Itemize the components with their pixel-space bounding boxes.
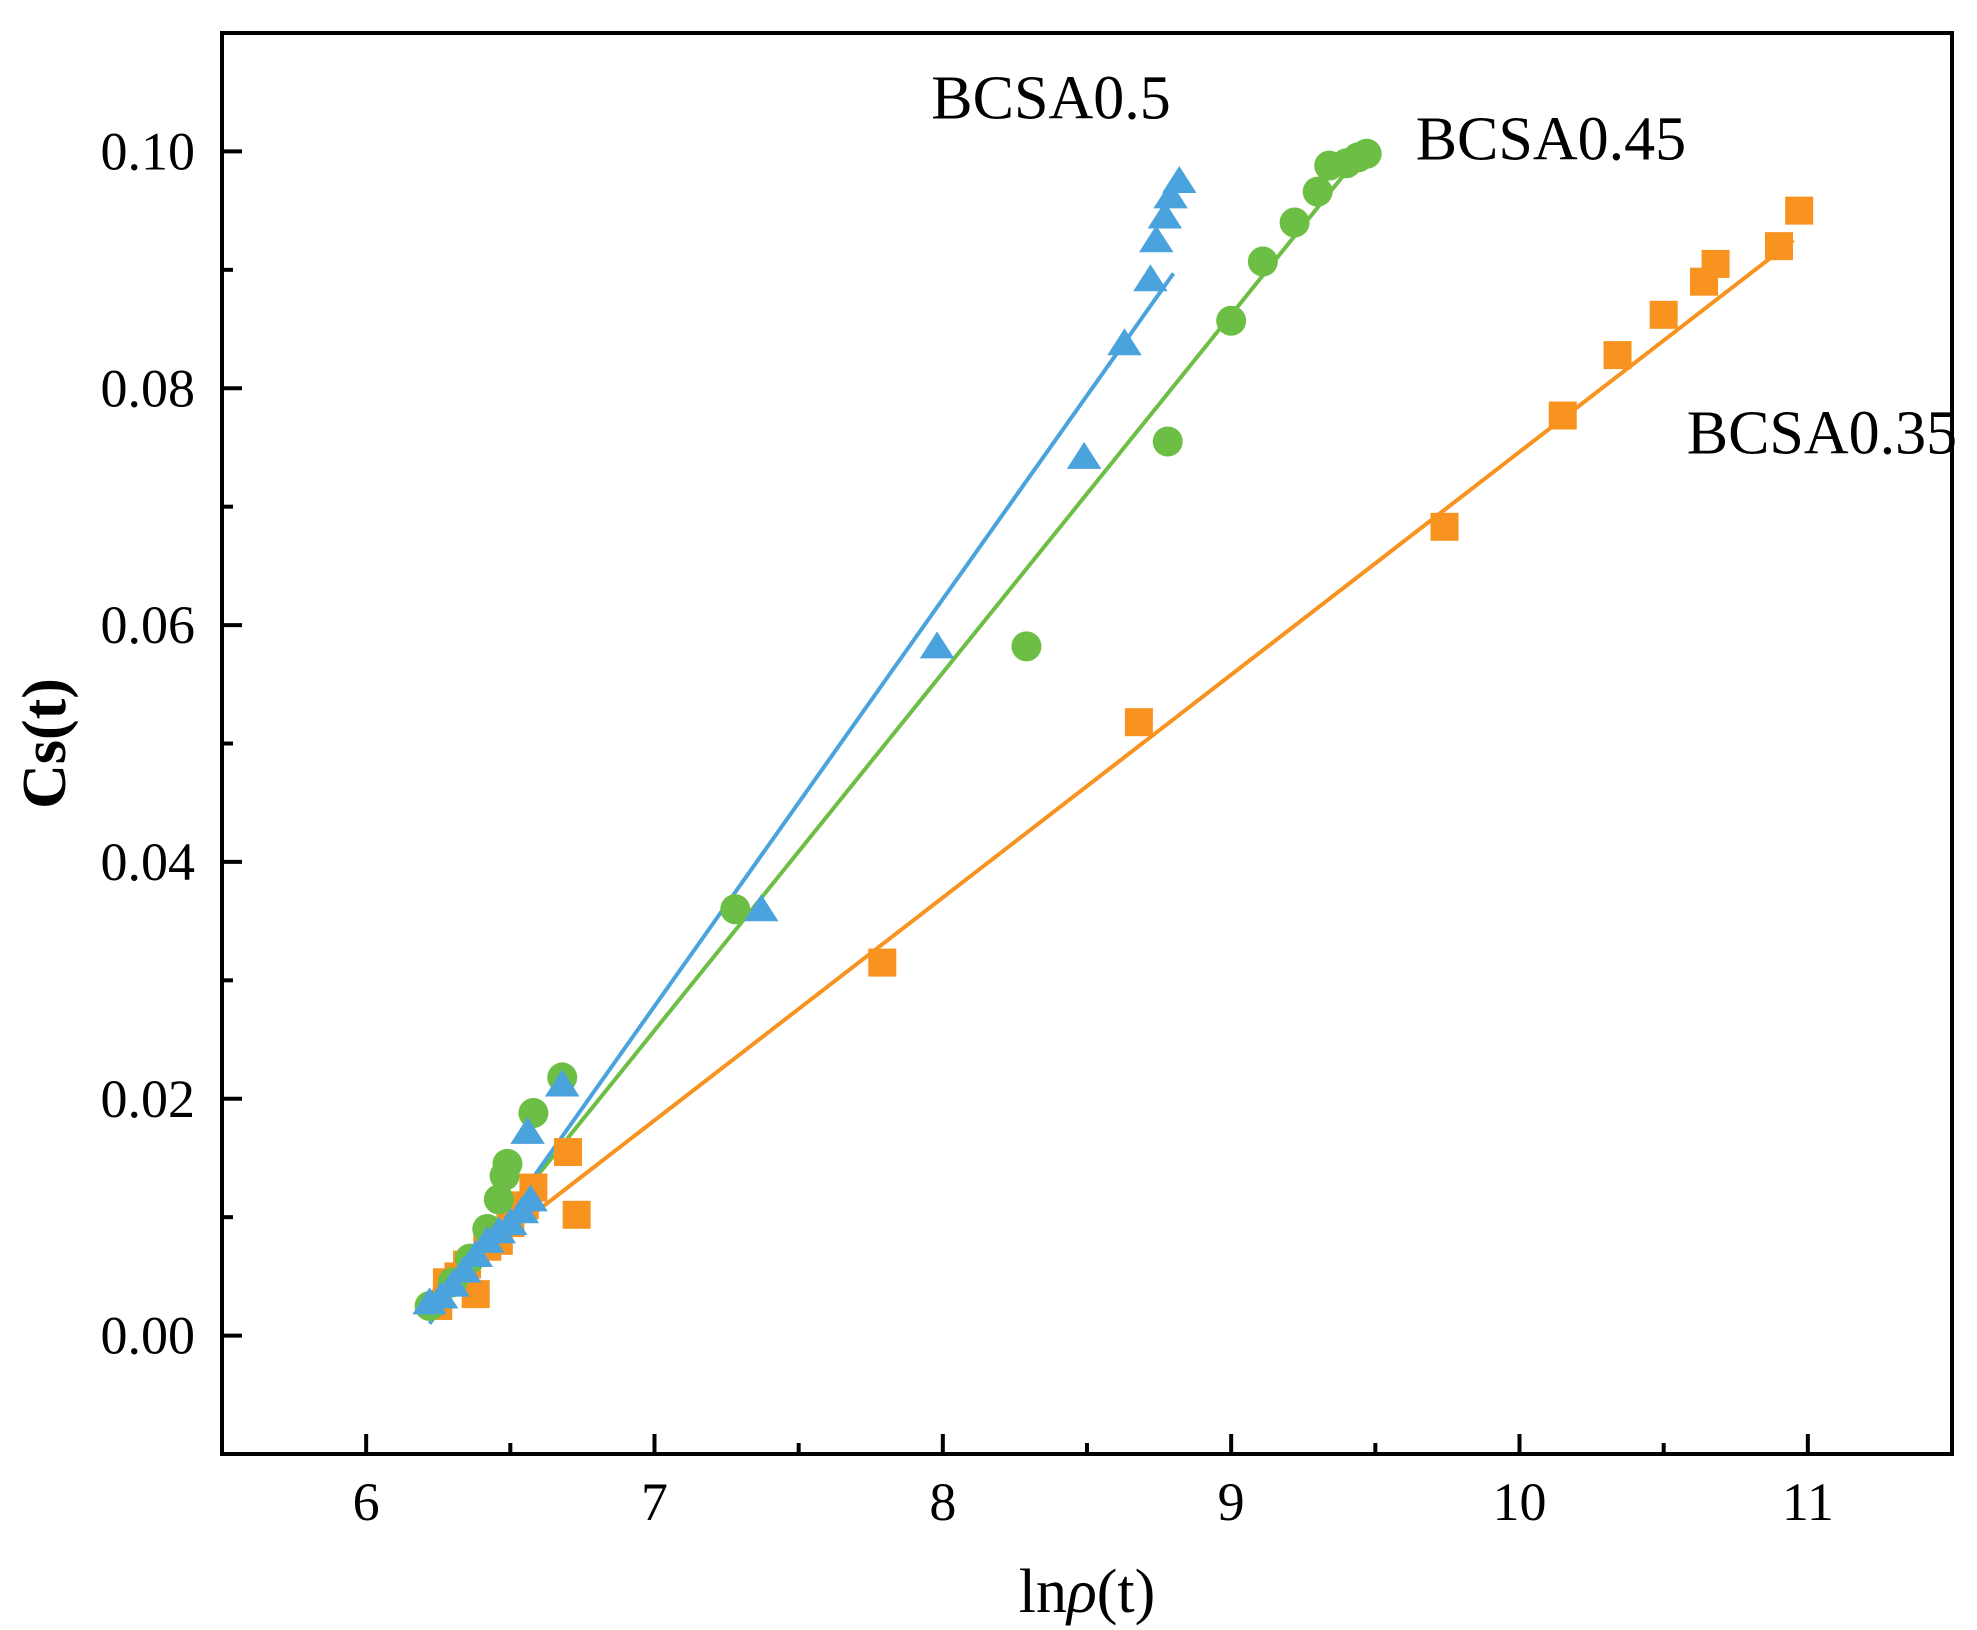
series-label-bcsa035: BCSA0.35	[1687, 399, 1957, 467]
y-tick-label: 0.08	[101, 358, 196, 418]
y-tick-label: 0.04	[101, 832, 196, 892]
point-bcsa035	[1124, 708, 1153, 737]
point-bcsa05	[1147, 201, 1183, 229]
point-bcsa035	[562, 1200, 591, 1229]
point-bcsa035	[1785, 196, 1814, 225]
point-bcsa05	[544, 1069, 580, 1097]
point-bcsa05	[435, 1269, 470, 1297]
point-bcsa045	[1351, 138, 1382, 169]
x-tick-label: 10	[1493, 1472, 1547, 1532]
point-bcsa045	[1152, 426, 1183, 457]
point-bcsa05	[919, 631, 955, 659]
x-axis-title-prefix: ln	[1019, 1558, 1067, 1626]
y-tick-label: 0.00	[101, 1306, 196, 1366]
data-points	[412, 138, 1814, 1321]
point-bcsa045	[720, 894, 751, 925]
x-axis-title: lnρ(t)	[1019, 1558, 1156, 1626]
point-bcsa05	[1138, 225, 1174, 253]
point-bcsa05	[1107, 328, 1142, 356]
point-bcsa05	[1133, 264, 1168, 292]
point-bcsa05	[1153, 181, 1188, 209]
series-label-bcsa045: BCSA0.45	[1416, 106, 1686, 174]
x-tick-label: 8	[929, 1472, 956, 1532]
point-bcsa05	[510, 1116, 545, 1144]
point-bcsa035	[1430, 512, 1459, 541]
point-bcsa045	[492, 1148, 523, 1179]
fit-line-bcsa045	[428, 156, 1360, 1311]
y-tick-label: 0.02	[101, 1069, 196, 1129]
point-bcsa05	[1162, 166, 1197, 194]
fit-lines	[427, 156, 1795, 1325]
y-tick-label: 0.06	[101, 595, 196, 655]
point-bcsa05	[446, 1255, 482, 1283]
x-tick-label: 11	[1782, 1472, 1834, 1532]
point-bcsa035	[868, 948, 897, 977]
series-label-bcsa05: BCSA0.5	[931, 64, 1170, 132]
fit-line-bcsa035	[428, 238, 1795, 1296]
point-bcsa035	[1701, 249, 1730, 278]
point-bcsa05	[513, 1184, 548, 1212]
point-bcsa05	[1066, 441, 1102, 469]
point-bcsa035	[1649, 300, 1678, 329]
x-tick-label: 9	[1218, 1472, 1245, 1532]
point-bcsa05	[743, 894, 779, 922]
axes: 6 7 8 9 10 11 0.00 0.02 0.04 0.06 0.08 0.10	[101, 31, 1954, 1532]
point-bcsa035	[554, 1138, 582, 1167]
point-bcsa045	[483, 1184, 514, 1215]
x-axis-title-symbol: ρ	[1065, 1558, 1097, 1626]
point-bcsa035	[1603, 341, 1632, 370]
point-bcsa045	[1279, 207, 1310, 238]
x-tick-label: 6	[353, 1472, 380, 1532]
point-bcsa045	[518, 1097, 549, 1128]
point-bcsa045	[1247, 246, 1278, 277]
point-bcsa035	[1548, 401, 1577, 430]
y-tick-label: 0.10	[101, 121, 196, 181]
point-bcsa045	[1302, 176, 1333, 207]
point-bcsa05	[458, 1240, 493, 1268]
point-bcsa045	[1216, 305, 1247, 336]
point-bcsa035	[1765, 232, 1793, 261]
x-axis-title-suffix: (t)	[1097, 1558, 1156, 1626]
y-axis-title: Cs(t)	[11, 678, 79, 809]
fit-line-bcsa05	[427, 272, 1176, 1325]
point-bcsa045	[1011, 631, 1042, 662]
x-tick-label: 7	[641, 1472, 668, 1532]
